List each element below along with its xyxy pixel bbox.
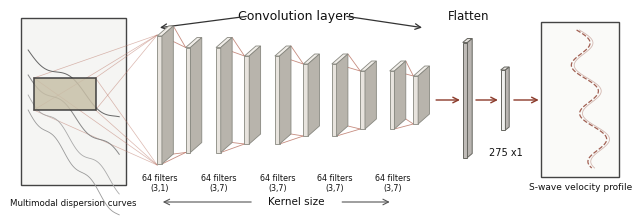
- Polygon shape: [337, 54, 348, 136]
- Polygon shape: [500, 70, 506, 130]
- Polygon shape: [308, 54, 319, 136]
- Polygon shape: [303, 64, 308, 136]
- Polygon shape: [413, 76, 418, 124]
- Polygon shape: [162, 26, 173, 164]
- Polygon shape: [360, 71, 365, 129]
- Polygon shape: [360, 61, 376, 71]
- Text: Flatten: Flatten: [447, 10, 489, 23]
- Polygon shape: [506, 67, 509, 130]
- Text: 64 filters
(3,7): 64 filters (3,7): [260, 174, 296, 193]
- Polygon shape: [275, 56, 280, 144]
- Polygon shape: [249, 46, 260, 144]
- Text: Kernel size: Kernel size: [268, 197, 325, 207]
- Polygon shape: [186, 48, 190, 152]
- Polygon shape: [365, 61, 376, 129]
- Bar: [22, 18, 126, 185]
- Polygon shape: [303, 54, 319, 64]
- Polygon shape: [390, 61, 406, 71]
- Text: 64 filters
(3,7): 64 filters (3,7): [317, 174, 353, 193]
- Text: 275 x1: 275 x1: [490, 148, 524, 158]
- Polygon shape: [332, 54, 348, 64]
- Polygon shape: [244, 56, 249, 144]
- Text: Multimodal dispersion curves: Multimodal dispersion curves: [10, 199, 137, 208]
- Polygon shape: [280, 46, 291, 144]
- Polygon shape: [467, 38, 472, 158]
- Polygon shape: [157, 36, 162, 164]
- Polygon shape: [394, 61, 406, 129]
- Polygon shape: [463, 42, 467, 158]
- Polygon shape: [216, 48, 221, 152]
- Text: 64 filters
(3,7): 64 filters (3,7): [375, 174, 410, 193]
- Polygon shape: [413, 66, 429, 76]
- Text: Convolution layers: Convolution layers: [239, 10, 355, 23]
- Bar: [34, 78, 95, 110]
- Polygon shape: [500, 67, 509, 70]
- Polygon shape: [216, 37, 232, 48]
- Polygon shape: [221, 37, 232, 152]
- Polygon shape: [186, 37, 202, 48]
- Polygon shape: [275, 46, 291, 56]
- Polygon shape: [190, 37, 202, 152]
- Polygon shape: [244, 46, 260, 56]
- Bar: [541, 22, 620, 177]
- Polygon shape: [390, 71, 394, 129]
- Polygon shape: [463, 38, 472, 42]
- Text: S-wave velocity profile: S-wave velocity profile: [529, 183, 632, 192]
- Text: 64 filters
(3,1): 64 filters (3,1): [142, 174, 178, 193]
- Polygon shape: [332, 64, 337, 136]
- Text: 64 filters
(3,7): 64 filters (3,7): [201, 174, 237, 193]
- Polygon shape: [418, 66, 429, 124]
- Polygon shape: [157, 26, 173, 36]
